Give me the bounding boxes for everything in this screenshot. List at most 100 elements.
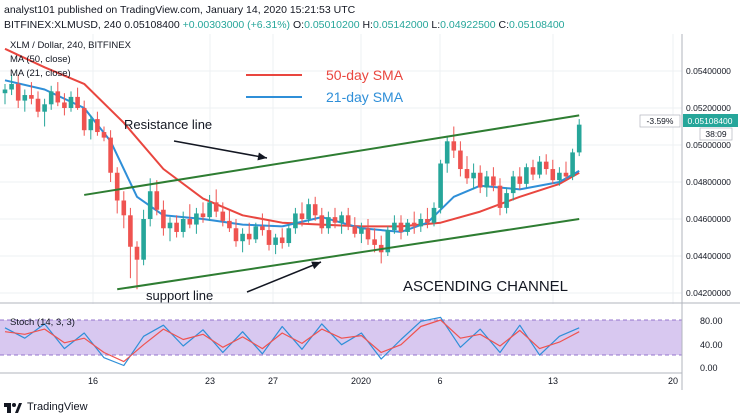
candle xyxy=(550,159,556,184)
last-price-tag-text: 0.05108400 xyxy=(688,116,733,126)
support-label: support line xyxy=(146,288,213,303)
candle xyxy=(497,178,503,216)
candle xyxy=(504,187,509,214)
price-tick-label: 0.05200000 xyxy=(686,103,731,113)
stoch-tick-40: 40.00 xyxy=(700,340,723,350)
candle xyxy=(266,220,272,251)
candle xyxy=(154,180,160,216)
candle xyxy=(444,135,450,173)
candle xyxy=(161,200,166,236)
sma50-legend-label: 50-day SMA xyxy=(326,67,404,83)
candle xyxy=(180,211,186,238)
legend-ma50: MA (50, close) xyxy=(10,54,71,65)
tradingview-logo-icon xyxy=(4,403,22,413)
candle xyxy=(174,215,179,238)
candle xyxy=(286,224,292,247)
time-axis[interactable]: 16 23 27 2020 6 13 20 xyxy=(88,376,678,386)
candle xyxy=(372,228,377,253)
candle xyxy=(563,161,569,181)
resistance-label: Resistance line xyxy=(124,117,212,132)
candle xyxy=(425,207,430,229)
countdown-tag xyxy=(699,127,733,141)
candle xyxy=(431,202,437,227)
close-label: C: xyxy=(498,19,510,31)
candle xyxy=(2,83,8,105)
candle xyxy=(392,215,397,234)
price-tick-label: 0.04400000 xyxy=(686,251,731,261)
time-tick-label: 27 xyxy=(268,376,278,386)
time-tick-label: 23 xyxy=(205,376,215,386)
tradingview-brand-text: TradingView xyxy=(27,401,88,413)
publisher-line: analyst101 published on TradingView.com,… xyxy=(4,4,356,16)
candle xyxy=(194,207,199,234)
countdown-tag-text: 38:09 xyxy=(705,129,727,139)
candle xyxy=(359,222,364,244)
candle xyxy=(220,202,226,227)
candle xyxy=(332,207,338,229)
support-line xyxy=(117,218,580,291)
stoch-tick-0: 0.00 xyxy=(700,363,718,373)
price-tick-label: 0.05000000 xyxy=(686,140,731,150)
candle xyxy=(464,156,470,184)
candle xyxy=(246,222,252,245)
candle xyxy=(240,228,245,253)
chart-header: analyst101 published on TradingView.com,… xyxy=(0,0,740,34)
candle xyxy=(438,159,443,214)
price-tick-label: 0.05400000 xyxy=(686,66,731,76)
candle xyxy=(405,219,410,236)
price-tick-label: 0.04600000 xyxy=(686,214,731,224)
candle xyxy=(398,215,404,240)
candle xyxy=(134,241,140,290)
candle xyxy=(510,170,516,201)
candle xyxy=(312,196,318,221)
tradingview-brand[interactable]: TradingView xyxy=(4,398,88,416)
candle xyxy=(101,126,107,142)
candle xyxy=(484,170,490,197)
high-label: H: xyxy=(362,19,373,31)
channel-label: ASCENDING CHANNEL xyxy=(403,278,568,295)
candle xyxy=(385,226,391,256)
annotation-arrows xyxy=(173,140,322,293)
low-value: 0.04922500 xyxy=(440,19,496,31)
candle xyxy=(121,191,127,229)
candle xyxy=(200,202,206,223)
candle xyxy=(81,100,87,136)
stoch-d-line xyxy=(4,319,580,363)
candle xyxy=(207,194,212,221)
stoch-tick-80: 80.00 xyxy=(700,316,723,326)
ohlc-line: BITFINEX:XLMUSD, 240 0.05108400 +0.00303… xyxy=(4,19,565,31)
open-value: 0.05010200 xyxy=(304,19,360,31)
price-change: +0.00303000 (+6.31%) xyxy=(182,19,291,31)
last-price: 0.05108400 xyxy=(124,19,180,31)
candle xyxy=(75,87,80,110)
candle xyxy=(108,130,113,182)
candle xyxy=(62,93,67,116)
candle xyxy=(55,82,61,107)
resistance-line xyxy=(84,114,580,196)
stoch-pane xyxy=(0,304,682,372)
low-label: L: xyxy=(431,19,441,31)
candle xyxy=(411,211,417,234)
candle xyxy=(9,74,14,96)
candle xyxy=(128,207,133,279)
candle xyxy=(458,141,463,177)
candle xyxy=(15,74,21,108)
candle xyxy=(213,189,219,218)
candle xyxy=(293,207,298,234)
support-arrow xyxy=(246,261,322,293)
candle xyxy=(68,91,74,112)
pct-tag xyxy=(639,114,681,128)
stoch-label: Stoch (14, 3, 3) xyxy=(10,317,75,328)
candle xyxy=(471,163,476,190)
main-pane xyxy=(0,34,682,302)
trendlines xyxy=(84,114,580,291)
candle xyxy=(187,204,193,229)
candle xyxy=(345,207,351,231)
close-value: 0.05108400 xyxy=(509,19,565,31)
candles xyxy=(2,74,582,290)
price-tick-label: 0.04200000 xyxy=(686,288,731,298)
time-tick-label: 6 xyxy=(437,376,442,386)
candle xyxy=(227,209,232,232)
candle xyxy=(557,167,562,186)
